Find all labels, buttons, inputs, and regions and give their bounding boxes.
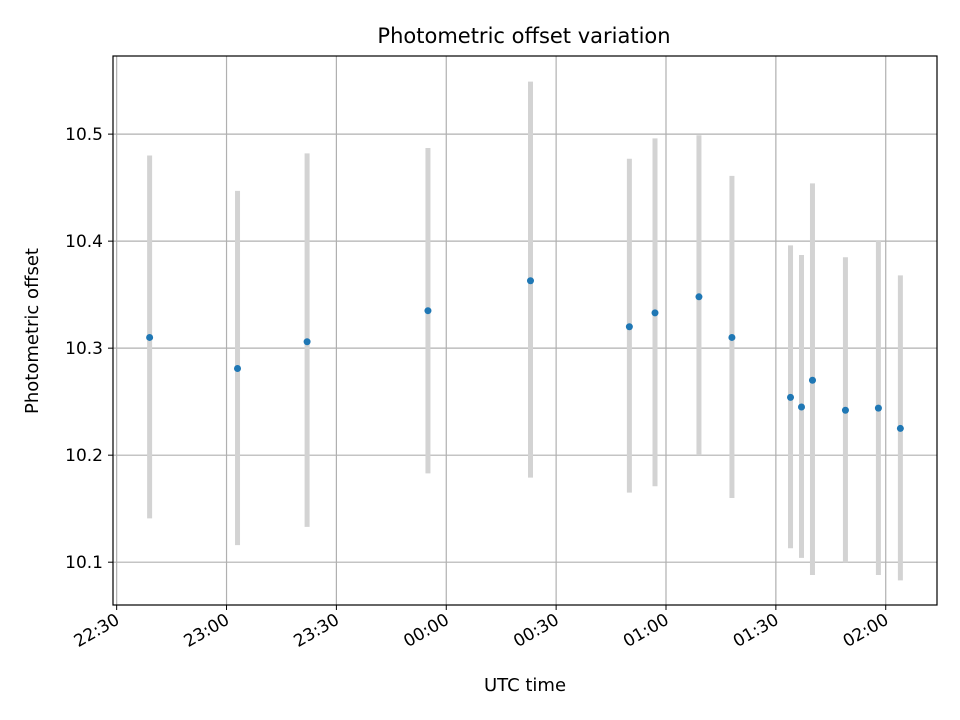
y-axis: 10.1 10.2 10.3 10.4 10.5: [65, 125, 113, 573]
data-point: [526, 277, 534, 285]
y-tick-label: 10.4: [65, 232, 103, 252]
y-tick-label: 10.5: [65, 125, 103, 145]
x-tick-label: 00:00: [400, 610, 452, 652]
x-axis-label: UTC time: [484, 675, 566, 696]
data-point: [234, 364, 242, 372]
x-tick-label: 01:30: [730, 610, 782, 652]
plot-frame: [112, 55, 938, 606]
data-point: [787, 393, 795, 401]
data-point: [896, 424, 904, 432]
x-tick-label: 02:00: [840, 610, 892, 652]
data-point: [651, 309, 659, 317]
x-tick-label: 23:00: [181, 610, 233, 652]
data-point: [728, 333, 736, 341]
data-point: [424, 307, 432, 315]
data-point: [797, 403, 805, 411]
x-tick-label: 22:30: [71, 610, 123, 652]
y-tick-label: 10.1: [65, 553, 103, 573]
x-tick-label: 23:30: [290, 610, 342, 652]
x-tick-label: 00:30: [510, 610, 562, 652]
chart-title: Photometric offset variation: [377, 24, 670, 48]
data-point: [695, 293, 703, 301]
y-tick-label: 10.2: [65, 446, 103, 466]
x-tick-label: 01:00: [620, 610, 672, 652]
data-point: [808, 376, 816, 384]
data-point: [625, 323, 633, 331]
data-point: [303, 338, 311, 346]
y-axis-label: Photometric offset: [22, 248, 43, 414]
data-point: [146, 333, 154, 341]
data-point: [874, 404, 882, 412]
data-points: [146, 277, 904, 432]
error-bars: [147, 81, 903, 581]
data-point: [841, 406, 849, 414]
x-axis: 22:30 23:00 23:30 00:00 00:30 01:00 01:30 02:00: [71, 605, 892, 652]
y-tick-label: 10.3: [65, 339, 103, 359]
